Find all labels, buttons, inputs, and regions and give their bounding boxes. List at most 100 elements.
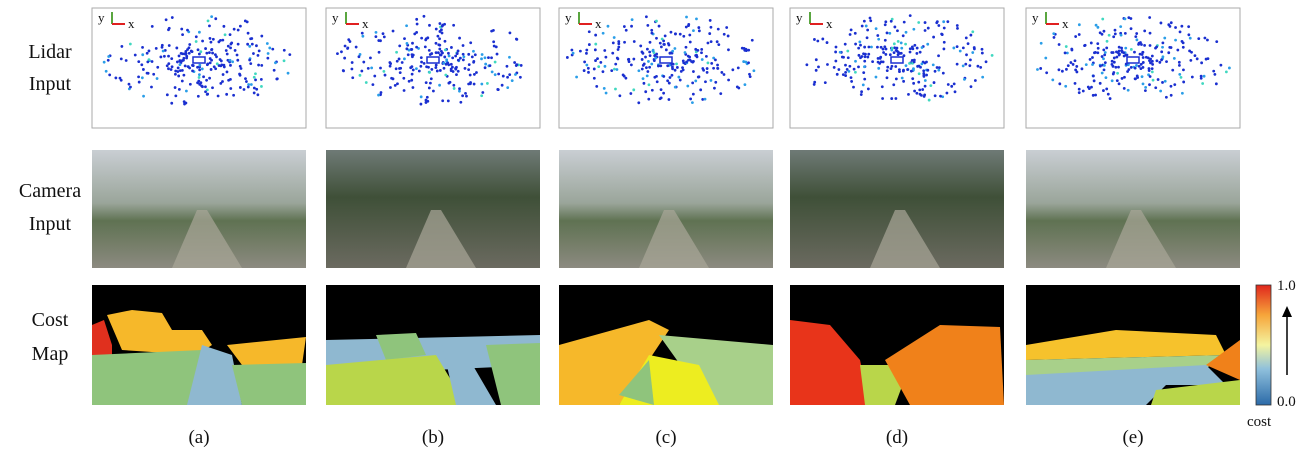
lidar-point (1151, 63, 1154, 66)
lidar-point (1181, 92, 1184, 95)
lidar-point (623, 41, 626, 44)
lidar-point (647, 60, 650, 63)
lidar-point (1130, 48, 1133, 51)
lidar-point (199, 50, 202, 53)
lidar-point (904, 43, 907, 46)
lidar-point (924, 21, 927, 24)
lidar-point (648, 51, 651, 54)
lidar-point (472, 50, 475, 53)
lidar-point (694, 48, 697, 51)
lidar-point (641, 58, 644, 61)
lidar-point (401, 61, 404, 64)
lidar-point (1200, 61, 1203, 64)
lidar-point (1074, 68, 1077, 71)
lidar-point (1151, 55, 1154, 58)
lidar-point (858, 54, 861, 57)
lidar-point (891, 65, 894, 68)
lidar-point (515, 63, 518, 66)
lidar-point (886, 69, 889, 72)
lidar-point (475, 71, 478, 74)
lidar-point (686, 85, 689, 88)
lidar-point (395, 67, 398, 70)
lidar-point (690, 60, 693, 63)
lidar-point (893, 51, 896, 54)
lidar-point (441, 25, 444, 28)
lidar-point (1093, 79, 1096, 82)
lidar-point (963, 78, 966, 81)
lidar-point (937, 54, 940, 57)
lidar-point (128, 83, 131, 86)
lidar-point (444, 74, 447, 77)
lidar-point (894, 65, 897, 68)
lidar-point (473, 83, 476, 86)
lidar-point (646, 74, 649, 77)
lidar-point (403, 89, 406, 92)
lidar-point (834, 60, 837, 63)
lidar-point (253, 92, 256, 95)
lidar-point (909, 47, 912, 50)
lidar-point (1139, 67, 1142, 70)
lidar-point (229, 64, 232, 67)
lidar-point (877, 38, 880, 41)
lidar-point (1170, 94, 1173, 97)
lidar-point (426, 36, 429, 39)
lidar-point (370, 67, 373, 70)
lidar-point (1105, 46, 1108, 49)
lidar-point (430, 52, 433, 55)
lidar-point (646, 70, 649, 73)
lidar-point (1163, 37, 1166, 40)
lidar-point (137, 75, 140, 78)
lidar-point (942, 72, 945, 75)
lidar-point (646, 24, 649, 27)
lidar-point (613, 36, 616, 39)
lidar-point (496, 88, 499, 91)
lidar-point (967, 42, 970, 45)
lidar-point (455, 73, 458, 76)
lidar-point (926, 43, 929, 46)
lidar-point (917, 21, 920, 24)
lidar-point (716, 40, 719, 43)
lidar-point (456, 52, 459, 55)
lidar-point (1053, 36, 1056, 39)
lidar-point (473, 73, 476, 76)
lidar-point (587, 71, 590, 74)
lidar-point (895, 77, 898, 80)
lidar-point (484, 63, 487, 66)
lidar-point (720, 71, 723, 74)
lidar-point (977, 65, 980, 68)
lidar-point (897, 53, 900, 56)
lidar-point (1154, 86, 1157, 89)
lidar-point (229, 46, 232, 49)
lidar-point (652, 50, 655, 53)
lidar-point (1078, 88, 1081, 91)
lidar-point (198, 53, 201, 56)
lidar-point (896, 29, 899, 32)
lidar-point (917, 81, 920, 84)
lidar-point (1142, 61, 1145, 64)
lidar-point (374, 35, 377, 38)
column-label: (d) (886, 427, 908, 448)
lidar-point (710, 79, 713, 82)
lidar-point (902, 70, 905, 73)
lidar-point (146, 52, 149, 55)
lidar-point (905, 64, 908, 67)
lidar-point (211, 52, 214, 55)
lidar-point (1121, 77, 1124, 80)
lidar-point (932, 63, 935, 66)
lidar-point (1092, 94, 1095, 97)
lidar-point (673, 47, 676, 50)
lidar-point (585, 64, 588, 67)
lidar-point (438, 48, 441, 51)
lidar-point (441, 32, 444, 35)
lidar-point (1103, 54, 1106, 57)
lidar-point (162, 50, 165, 53)
lidar-point (481, 91, 484, 94)
lidar-point (655, 20, 658, 23)
lidar-point (593, 68, 596, 71)
lidar-point (596, 57, 599, 60)
lidar-point (447, 52, 450, 55)
lidar-point (921, 46, 924, 49)
lidar-point (191, 69, 194, 72)
lidar-point (119, 77, 122, 80)
lidar-point (1160, 50, 1163, 53)
